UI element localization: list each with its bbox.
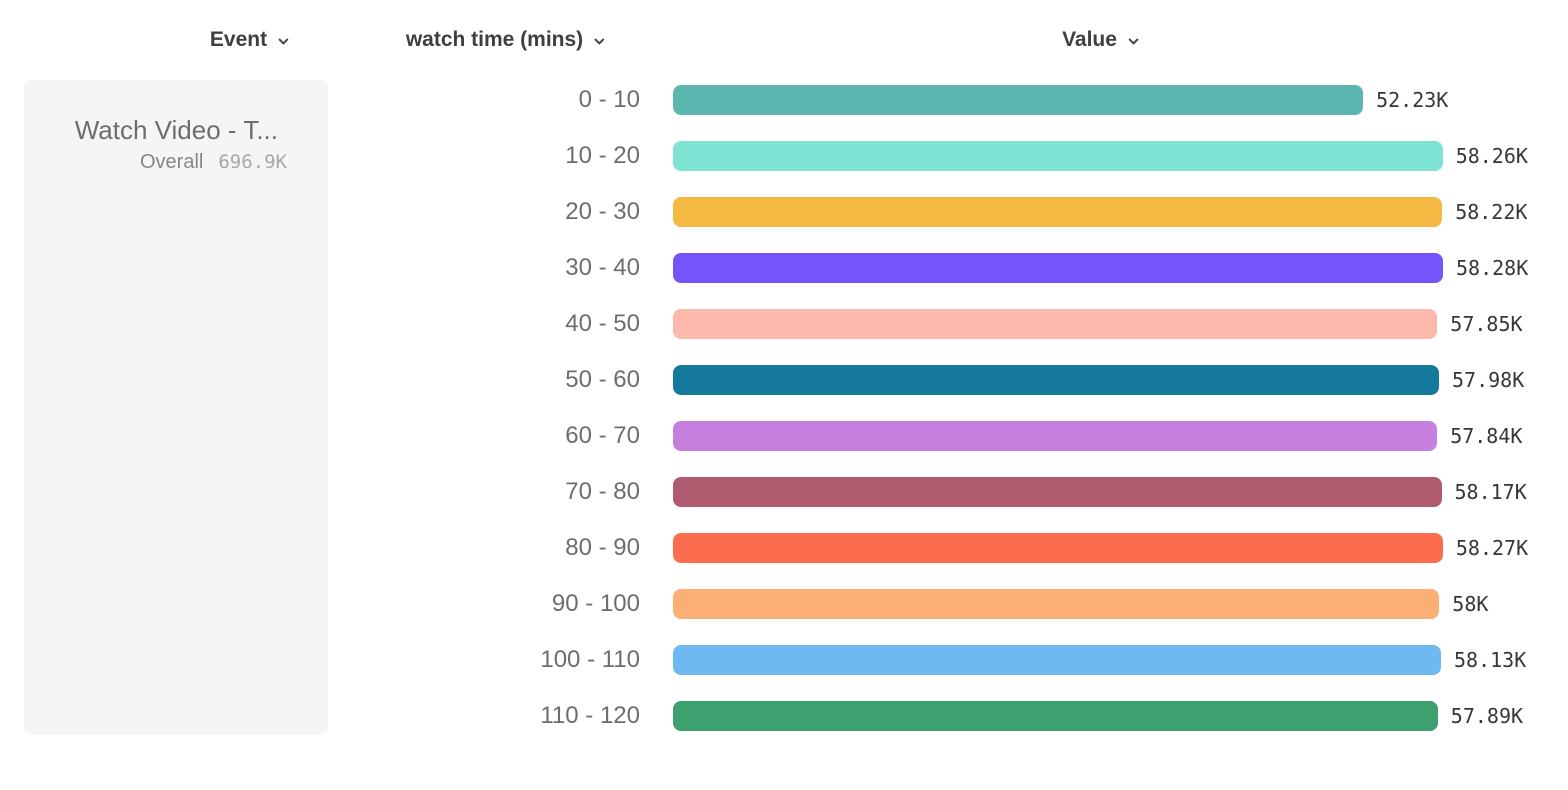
value-column-header[interactable]: Value <box>1062 28 1140 52</box>
category-label: 10 - 20 <box>565 142 640 169</box>
overall-value: 696.9K <box>218 151 287 173</box>
chart-row: 0 - 10 52.23K <box>0 72 1568 128</box>
category-label: 100 - 110 <box>540 646 640 673</box>
chart-row: 90 - 100 58K <box>0 576 1568 632</box>
category-label: 40 - 50 <box>565 310 640 337</box>
chart-row: 30 - 40 58.28K <box>0 240 1568 296</box>
bar[interactable] <box>673 85 1364 115</box>
chart-row: 100 - 110 58.13K <box>0 632 1568 688</box>
event-card[interactable]: Watch Video - T... Overall 696.9K <box>24 80 328 735</box>
chart-row: 50 - 60 57.98K <box>0 352 1568 408</box>
value-label: 57.89K <box>1450 704 1524 728</box>
breakdown-column-label: watch time (mins) <box>405 28 584 51</box>
category-label: 30 - 40 <box>565 254 640 281</box>
category-label: 60 - 70 <box>565 422 640 449</box>
chevron-down-icon <box>1127 35 1140 48</box>
chevron-down-icon <box>277 35 290 48</box>
chart-row: 20 - 30 58.22K <box>0 184 1568 240</box>
chart-row: 60 - 70 57.84K <box>0 408 1568 464</box>
bar[interactable] <box>673 477 1442 507</box>
value-label: 58.17K <box>1454 480 1527 504</box>
overall-label: Overall <box>140 151 204 173</box>
value-label: 58.28K <box>1456 256 1529 280</box>
bar[interactable] <box>673 309 1438 339</box>
bar[interactable] <box>673 701 1438 731</box>
event-column-header[interactable]: Event <box>210 28 290 52</box>
chart-row: 70 - 80 58.17K <box>0 464 1568 520</box>
bar[interactable] <box>673 645 1441 675</box>
bar[interactable] <box>673 141 1443 171</box>
event-title: Watch Video - T... <box>74 115 278 145</box>
value-label: 58.26K <box>1455 144 1528 168</box>
category-label: 90 - 100 <box>551 590 640 617</box>
chevron-down-icon <box>593 35 606 48</box>
value-label: 57.98K <box>1452 368 1525 392</box>
value-label: 52.23K <box>1376 88 1449 112</box>
event-column-label: Event <box>209 28 268 51</box>
bar[interactable] <box>673 197 1443 227</box>
category-label: 0 - 10 <box>578 86 640 113</box>
event-overall-row: Overall 696.9K <box>24 151 328 174</box>
chart-row: 10 - 20 58.26K <box>0 128 1568 184</box>
bar[interactable] <box>673 365 1439 395</box>
value-label: 58K <box>1452 592 1489 616</box>
category-label: 50 - 60 <box>565 366 640 393</box>
category-label: 70 - 80 <box>565 478 640 505</box>
category-label: 110 - 120 <box>540 702 640 729</box>
bar[interactable] <box>673 589 1440 619</box>
value-column-label: Value <box>1062 28 1117 51</box>
bar[interactable] <box>673 533 1443 563</box>
bar[interactable] <box>673 421 1438 451</box>
bar-chart: 0 - 10 52.23K 10 - 20 58.26K 20 - 30 58.… <box>0 72 1568 744</box>
chart-row: 110 - 120 57.89K <box>0 688 1568 744</box>
category-label: 20 - 30 <box>565 198 640 225</box>
category-label: 80 - 90 <box>565 534 640 561</box>
value-label: 58.22K <box>1455 200 1528 224</box>
chart-row: 80 - 90 58.27K <box>0 520 1568 576</box>
bar[interactable] <box>673 253 1443 283</box>
value-label: 57.85K <box>1450 312 1523 336</box>
breakdown-column-header[interactable]: watch time (mins) <box>406 28 606 52</box>
chart-row: 40 - 50 57.85K <box>0 296 1568 352</box>
value-label: 57.84K <box>1450 424 1523 448</box>
value-label: 58.27K <box>1455 536 1529 560</box>
value-label: 58.13K <box>1454 648 1527 672</box>
